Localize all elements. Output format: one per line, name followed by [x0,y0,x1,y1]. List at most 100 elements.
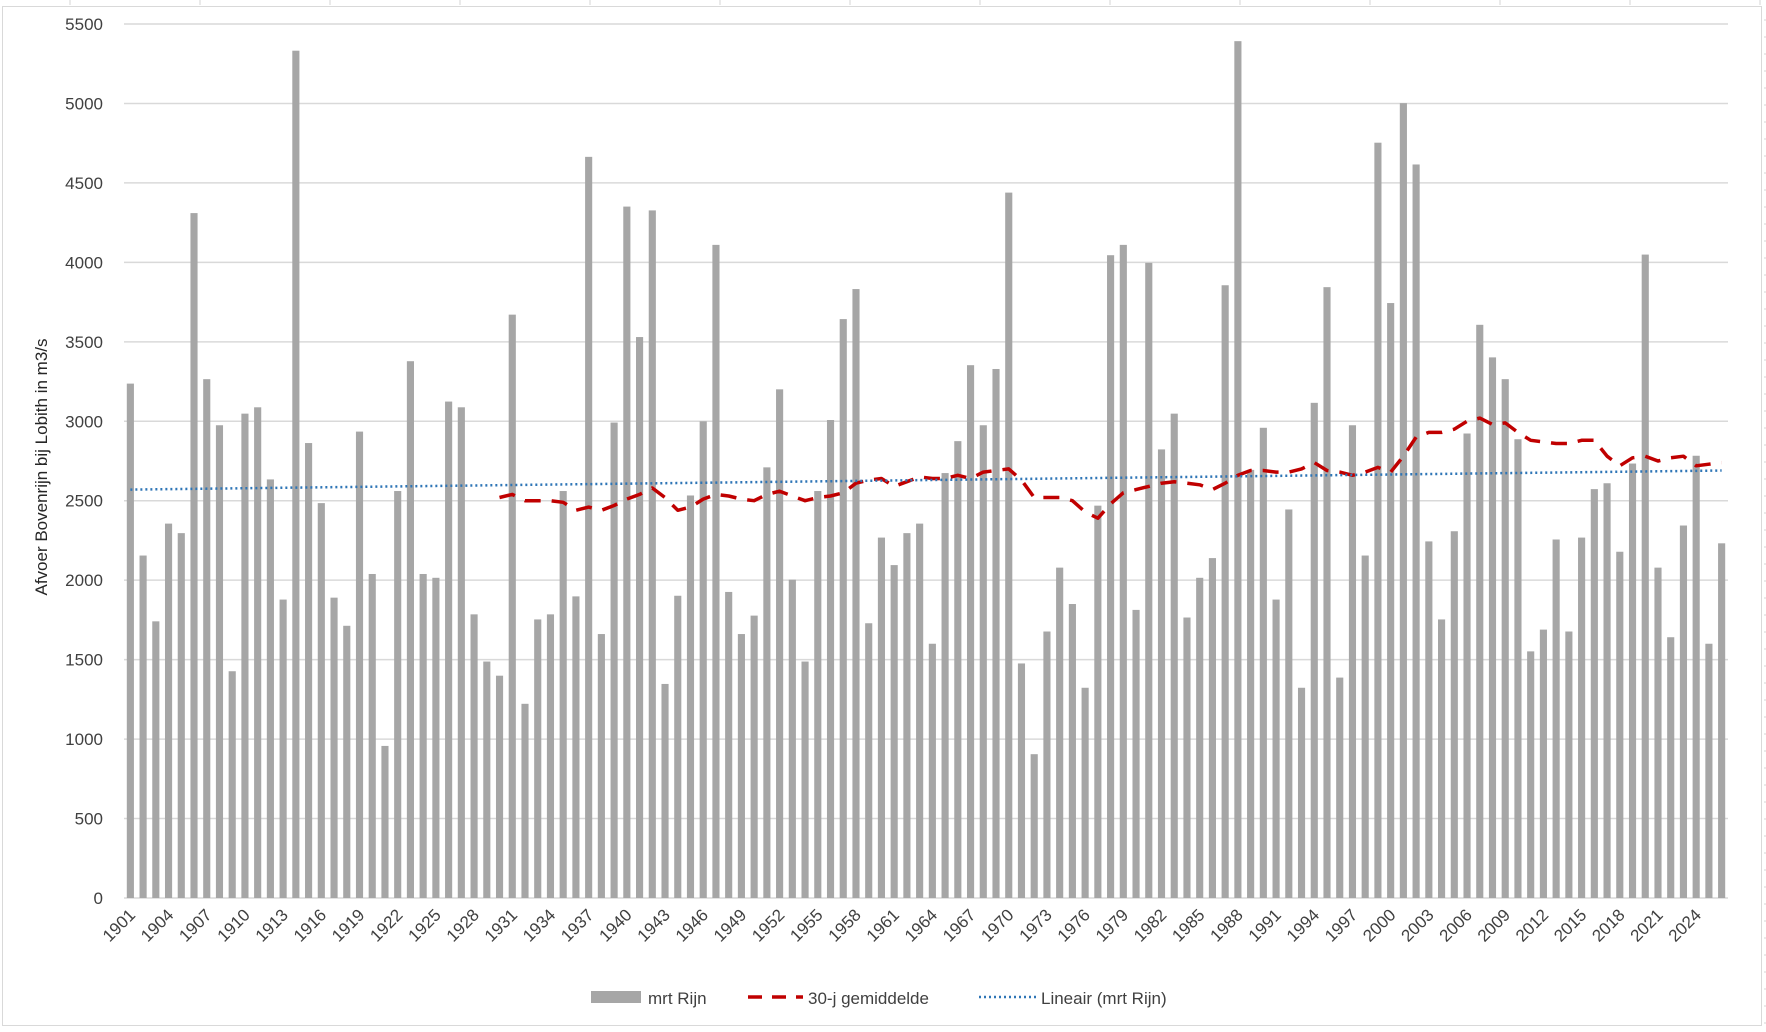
x-tick-label: 1946 [672,905,712,945]
bar [1450,531,1458,898]
y-tick-label: 2000 [65,571,103,590]
bar [1272,599,1280,898]
bar [1361,555,1369,898]
bar [126,383,134,898]
trendline-lineair [130,469,1722,491]
x-tick-label: 1907 [175,905,215,945]
x-tick-label: 1934 [519,905,559,945]
bar-chart: 0 500 1000 1500 2000 2500 3000 3500 4000 4500 5000… [32,15,1728,1008]
bar [941,473,949,898]
bar [992,368,1000,898]
bar [776,389,784,898]
bar [801,661,809,898]
x-tick-label: 2024 [1665,905,1705,945]
x-tick-label: 1916 [290,905,330,945]
legend-item-mrt-rijn[interactable]: mrt Rijn [591,989,707,1008]
bar [1387,303,1395,898]
x-tick-label: 1958 [825,905,865,945]
x-tick-label: 1922 [366,905,406,945]
bar [814,491,822,898]
x-tick-label: 1973 [1016,905,1056,945]
x-tick-label: 2012 [1512,905,1552,945]
bar [1183,617,1191,898]
x-tick-label: 1952 [748,905,788,945]
bar [1501,379,1509,898]
x-tick-label: 1955 [786,905,826,945]
x-tick-label: 1943 [634,905,674,945]
bar [966,365,975,898]
bar [648,210,656,898]
x-tick-label: 1994 [1283,905,1323,945]
bar [1221,285,1229,898]
bar [1157,449,1166,898]
bar [686,495,695,898]
legend-item-30j-gemiddelde[interactable]: 30-j gemiddelde [748,989,929,1008]
bar [852,289,860,898]
x-tick-label: 1910 [214,905,254,945]
bar [1603,483,1611,898]
bar [1196,577,1204,898]
bar [279,599,287,898]
bar [521,703,529,898]
bar [534,619,542,898]
chart-container[interactable]: 0 500 1000 1500 2000 2500 3000 3500 4000 4500 5000… [2,6,1762,1026]
bar [1565,631,1573,898]
y-tick-label: 3000 [65,412,103,431]
x-tick-label: 1904 [137,905,177,945]
x-tick-label: 1949 [710,905,750,945]
x-tick-label: 2018 [1588,905,1628,945]
bar [1514,439,1522,898]
x-tick-label: 1991 [1245,905,1285,945]
x-tick-label: 1979 [1092,905,1132,945]
bar [164,523,173,898]
x-tick-label: 2021 [1627,905,1667,945]
bar [661,683,669,898]
bar [343,625,351,898]
bar [1590,489,1598,898]
bar [470,614,478,898]
bar [1119,244,1127,898]
bar [865,623,873,898]
bar [292,50,300,899]
bar [381,745,389,898]
legend[interactable]: mrt Rijn 30-j gemiddelde Lineair (mrt Ri… [591,989,1167,1008]
bar [763,467,771,898]
x-tick-label: 1919 [328,905,368,945]
bar [1348,425,1357,898]
bar [495,675,504,898]
bar [1005,192,1013,898]
bar [610,422,618,898]
y-tick-label: 3500 [65,333,103,352]
bar [317,503,325,898]
x-tick-label: 1928 [443,905,483,945]
bar [1043,631,1051,898]
legend-label: 30-j gemiddelde [808,989,929,1008]
bar [368,573,376,898]
bar [1425,541,1433,898]
bar [1399,103,1407,899]
bar [750,615,758,898]
legend-swatch-bar [591,991,641,1003]
x-tick-label: 1961 [863,905,903,945]
x-tick-label: 1931 [481,905,521,945]
bar [1068,604,1076,898]
legend-label: mrt Rijn [648,989,707,1008]
bar [546,614,555,898]
bar [1259,427,1267,898]
y-axis-ticks: 0 500 1000 1500 2000 2500 3000 3500 4000 4500 5000… [65,15,103,908]
bar [1705,643,1713,898]
bar [1616,551,1624,898]
bar [1107,255,1115,899]
y-tick-label: 2500 [65,492,103,511]
bar [674,595,682,898]
bar [1476,324,1484,898]
legend-item-lineair[interactable]: Lineair (mrt Rijn) [979,989,1167,1008]
bar [406,361,414,898]
bar [585,156,593,898]
x-tick-label: 1976 [1054,905,1094,945]
bar [1539,629,1547,898]
bar [1488,357,1497,899]
bar [623,206,631,898]
bar [1692,455,1700,898]
bar-series-mrt-rijn [126,41,1726,899]
